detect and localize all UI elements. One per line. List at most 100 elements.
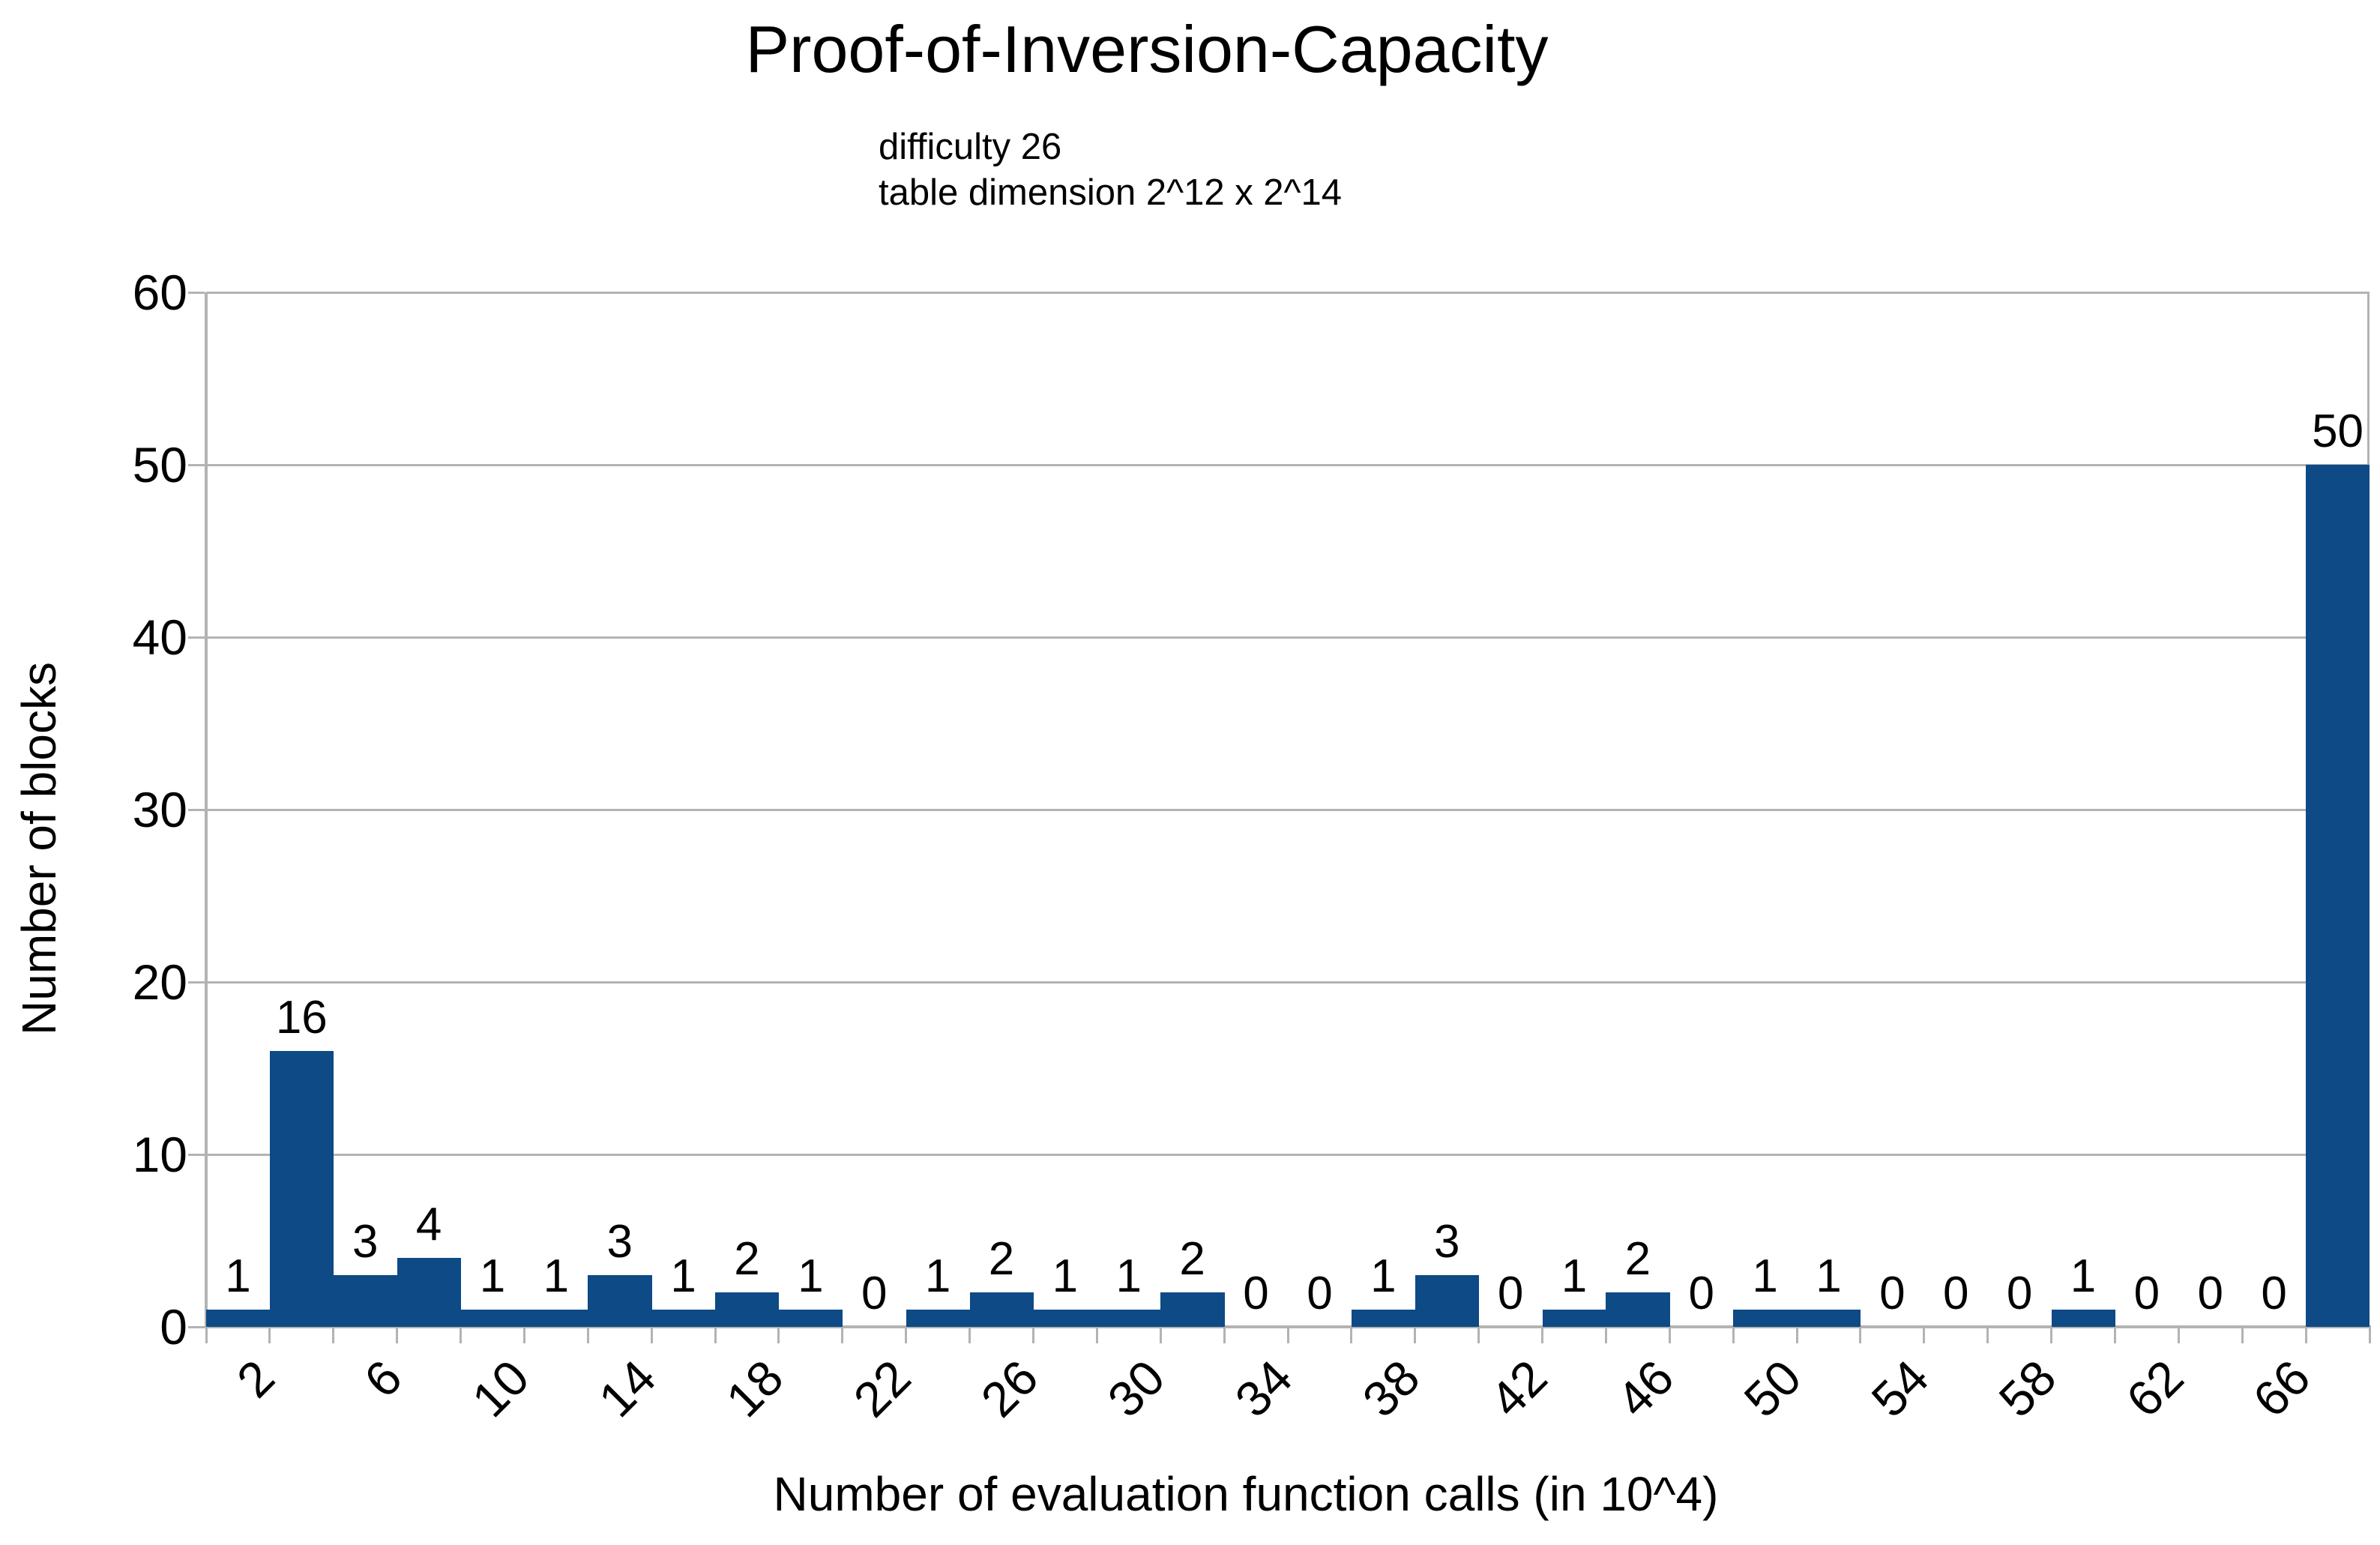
x-tick-mark: [2050, 1327, 2053, 1343]
x-tick-mark: [714, 1327, 717, 1343]
x-tick-mark: [1859, 1327, 1862, 1343]
bar: [333, 1275, 398, 1327]
bar-data-label: 1: [1370, 1250, 1397, 1302]
x-tick-label: 22: [843, 1349, 921, 1428]
x-tick-mark: [2241, 1327, 2244, 1343]
y-tick-label: 50: [132, 437, 187, 493]
x-tick-mark: [522, 1327, 525, 1343]
bar-data-label: 0: [1943, 1268, 1969, 1319]
bar-data-label: 0: [1243, 1268, 1269, 1319]
bar: [1606, 1292, 1670, 1327]
x-tick-mark: [841, 1327, 844, 1343]
x-tick-label: 10: [460, 1349, 540, 1428]
bar-data-label: 0: [2133, 1268, 2160, 1319]
x-tick-label: 34: [1224, 1349, 1303, 1428]
gridline-y-50: [206, 464, 2370, 466]
chart-subtitle: difficulty 26 table dimension 2^12 x 2^1…: [879, 124, 1342, 216]
gridline-y-60: [206, 292, 2370, 294]
x-tick-mark: [332, 1327, 335, 1343]
plot-area: 0 10 20 30 40 50 60 1 2 16 3 6 4 1 10 1 3 14 1 2 18 1 0 22 1 2 26 1…: [133, 265, 2371, 1427]
x-tick-mark: [586, 1327, 589, 1343]
gridline-y-10: [206, 1154, 2370, 1156]
x-tick-label: 6: [353, 1349, 412, 1409]
bar: [1733, 1310, 1798, 1327]
x-tick-mark: [1923, 1327, 1926, 1343]
bar: [1033, 1310, 1097, 1327]
x-tick-mark: [2304, 1327, 2307, 1343]
bar: [1160, 1292, 1225, 1327]
x-tick-label: 50: [1733, 1349, 1812, 1428]
x-tick-mark: [1286, 1327, 1289, 1343]
x-tick-mark: [2368, 1327, 2371, 1343]
bar-data-label: 1: [1752, 1250, 1778, 1302]
x-tick-label: 54: [1861, 1349, 1939, 1428]
bar: [206, 1310, 271, 1327]
bar-data-label: 1: [479, 1250, 506, 1302]
y-tick-mark: [188, 1154, 205, 1156]
y-tick-mark: [188, 464, 205, 466]
x-tick-mark: [1223, 1327, 1226, 1343]
x-tick-mark: [268, 1327, 271, 1343]
x-tick-mark: [205, 1327, 208, 1343]
gridline-y-40: [206, 636, 2370, 639]
bar-data-label: 0: [1688, 1268, 1714, 1319]
bar: [651, 1310, 716, 1327]
x-tick-mark: [1668, 1327, 1671, 1343]
bar: [1797, 1310, 1861, 1327]
bar-data-label: 0: [2261, 1268, 2287, 1319]
bar: [1415, 1275, 1480, 1327]
bar: [588, 1275, 652, 1327]
bar: [2306, 465, 2370, 1327]
bar: [1351, 1310, 1416, 1327]
x-tick-mark: [396, 1327, 399, 1343]
y-tick-mark: [188, 1326, 205, 1328]
y-tick-mark: [188, 292, 205, 294]
y-tick-label: 60: [132, 265, 187, 320]
bar-data-label: 0: [1307, 1268, 1333, 1319]
bar-data-label: 1: [2070, 1250, 2097, 1302]
bar: [269, 1051, 334, 1327]
x-axis-title: Number of evaluation function calls (in …: [773, 1467, 1719, 1521]
gridline-y-30: [206, 809, 2370, 811]
x-tick-mark: [2113, 1327, 2116, 1343]
bar-data-label: 1: [1052, 1250, 1079, 1302]
bar: [715, 1292, 780, 1327]
x-tick-label: 2: [226, 1349, 285, 1409]
x-tick-mark: [1604, 1327, 1607, 1343]
bar-data-label: 0: [2006, 1268, 2033, 1319]
x-tick-label: 66: [2242, 1349, 2321, 1428]
x-tick-label: 26: [969, 1349, 1049, 1428]
y-axis-line: [205, 292, 208, 1327]
x-tick-label: 42: [1479, 1349, 1558, 1428]
x-tick-mark: [460, 1327, 463, 1343]
x-tick-mark: [1541, 1327, 1544, 1343]
bar-data-label: 0: [2197, 1268, 2224, 1319]
x-tick-mark: [650, 1327, 653, 1343]
y-tick-label: 0: [160, 1299, 187, 1355]
bar: [397, 1258, 462, 1327]
bar: [524, 1310, 588, 1327]
bar-data-label: 1: [1561, 1250, 1588, 1302]
bar-data-label: 0: [861, 1268, 888, 1319]
bar: [778, 1310, 843, 1327]
x-tick-label: 18: [715, 1349, 794, 1428]
bar-data-label: 2: [734, 1233, 760, 1285]
bar-data-label: 2: [1624, 1233, 1651, 1285]
bar-data-label: 4: [415, 1199, 442, 1250]
x-tick-mark: [905, 1327, 908, 1343]
x-tick-mark: [1350, 1327, 1353, 1343]
x-tick-mark: [1986, 1327, 1989, 1343]
y-tick-mark: [188, 636, 205, 639]
bar: [906, 1310, 971, 1327]
x-tick-mark: [1031, 1327, 1034, 1343]
bar-data-label: 1: [225, 1250, 251, 1302]
x-tick-mark: [1159, 1327, 1162, 1343]
chart-title: Proof-of-Inversion-Capacity: [745, 12, 1549, 86]
y-tick-mark: [188, 981, 205, 984]
bar: [1542, 1310, 1606, 1327]
x-tick-mark: [1414, 1327, 1417, 1343]
x-tick-mark: [968, 1327, 971, 1343]
x-tick-mark: [1477, 1327, 1480, 1343]
bar-data-label: 1: [924, 1250, 951, 1302]
bar-data-label: 50: [2312, 406, 2364, 457]
